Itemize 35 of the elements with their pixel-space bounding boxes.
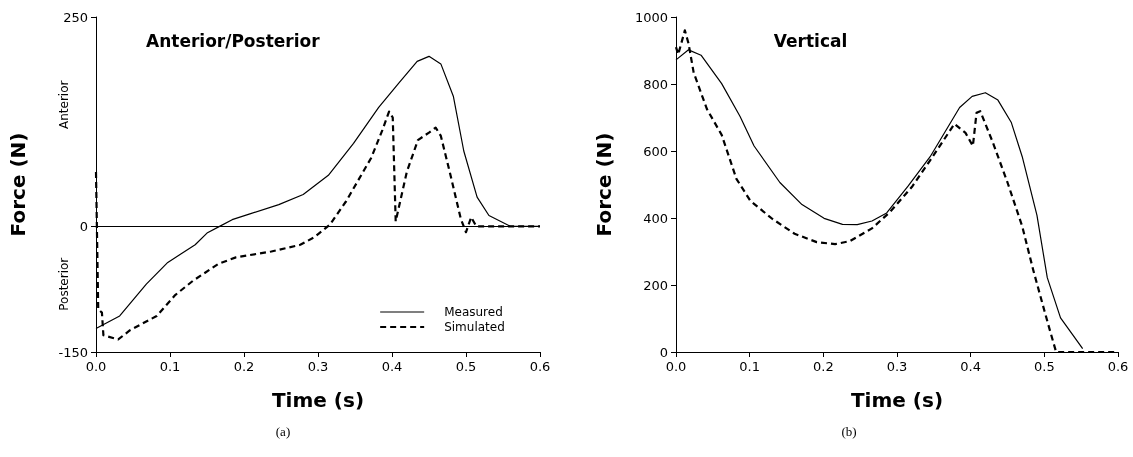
x-tick-label: 0.4 (381, 359, 403, 374)
y-tick-label: 800 (643, 76, 668, 92)
x-tick-label: 0.6 (1107, 359, 1129, 374)
x-tick-label: 0.1 (159, 359, 181, 374)
x-tick-label: 0.0 (85, 359, 107, 374)
legend-label: Simulated (444, 320, 505, 334)
x-tick-label: 0.2 (812, 359, 834, 374)
text: Posterior (57, 257, 71, 311)
x-tick-label: 0.5 (455, 359, 477, 374)
x-tick-label: 0.4 (960, 359, 982, 374)
y-tick-label: 0 (659, 344, 668, 360)
y-tick-label: 250 (63, 9, 88, 25)
text: (b) (841, 424, 857, 439)
x-tick-label: 0.1 (739, 359, 761, 374)
text: Anterior/Posterior (146, 30, 321, 51)
x-tick-label: 0.5 (1033, 359, 1055, 374)
x-tick-label: 0.3 (886, 359, 908, 374)
text: Anterior (57, 80, 71, 129)
text: Vertical (773, 30, 848, 51)
legend-label: Measured (444, 305, 503, 319)
x-axis-title: Time (s) (850, 388, 944, 412)
y-axis-title: Force (N) (6, 132, 30, 237)
y-tick-label: 0 (79, 218, 88, 234)
x-tick-label: 0.3 (307, 359, 329, 374)
y-tick-label: 1000 (634, 9, 668, 25)
y-tick-label: 600 (643, 143, 668, 159)
y-tick-label: 200 (643, 277, 668, 293)
y-axis-title: Force (N) (592, 132, 616, 237)
y-tick-label: 400 (643, 210, 668, 226)
y-tick-label: -150 (58, 344, 88, 360)
x-axis-title: Time (s) (271, 388, 365, 412)
x-tick-label: 0.0 (665, 359, 687, 374)
x-tick-label: 0.2 (233, 359, 255, 374)
x-tick-label: 0.6 (529, 359, 551, 374)
text: (a) (275, 424, 291, 439)
